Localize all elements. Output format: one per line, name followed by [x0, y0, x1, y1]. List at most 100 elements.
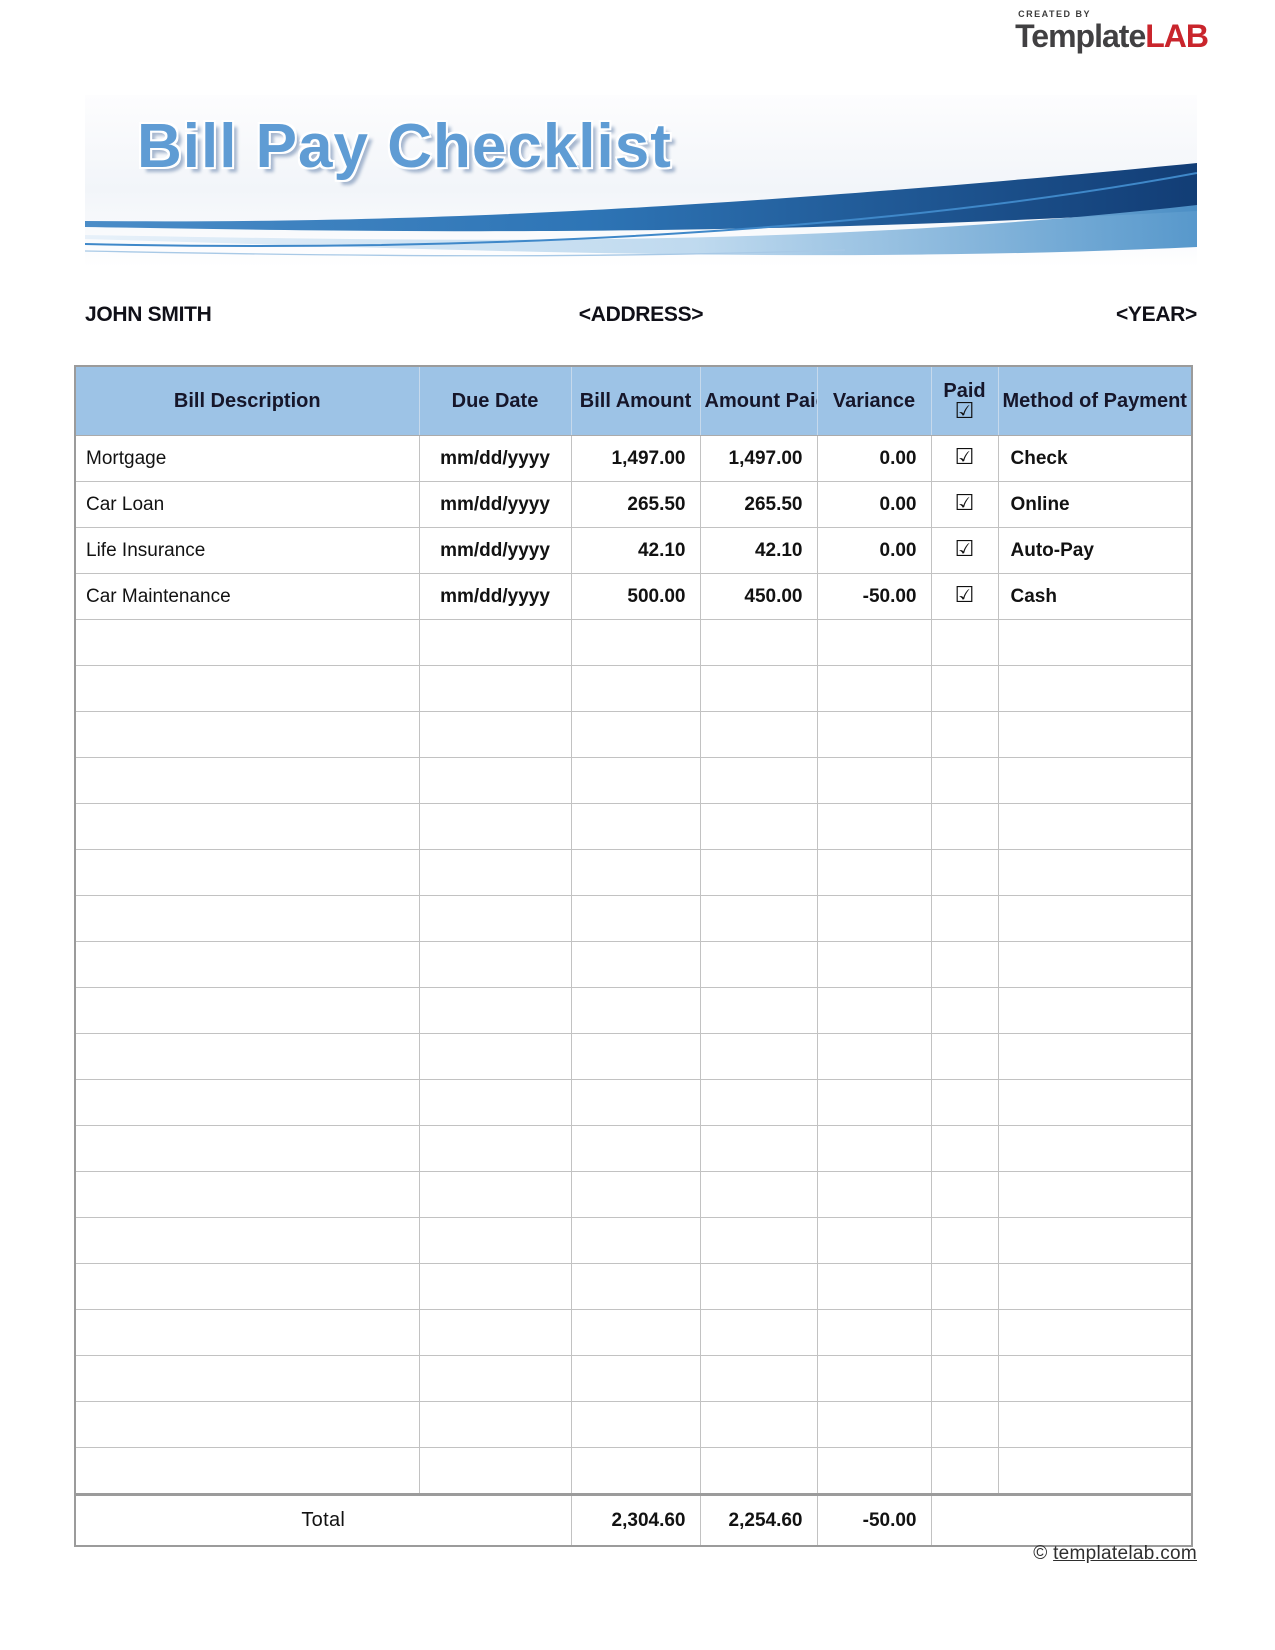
empty-table-row	[74, 849, 1193, 896]
due-date-cell	[418, 1401, 572, 1448]
due-date-cell	[418, 849, 572, 896]
method-of-payment-cell: Online	[997, 481, 1193, 528]
bill-amount-cell	[570, 619, 701, 666]
method-of-payment-cell	[997, 1355, 1193, 1402]
bill-amount-cell	[570, 1171, 701, 1218]
bill-amount-cell	[570, 803, 701, 850]
amount-paid-cell	[699, 1263, 818, 1310]
checkbox-checked-icon[interactable]: ☑	[954, 583, 975, 608]
method-of-payment-cell	[997, 987, 1193, 1034]
empty-table-row	[74, 1079, 1193, 1126]
bill-amount-cell	[570, 1263, 701, 1310]
variance-cell: 0.00	[816, 435, 932, 482]
variance-cell	[816, 1171, 932, 1218]
variance-cell	[816, 1355, 932, 1402]
bill-description-cell	[74, 941, 420, 988]
table-row: Car Maintenance mm/dd/yyyy 500.00 450.00…	[74, 573, 1193, 620]
templatelab-logo: CREATED BY TemplateLAB	[1015, 10, 1209, 54]
variance-cell	[816, 757, 932, 804]
info-row: JOHN SMITH <ADDRESS> <YEAR>	[85, 303, 1197, 327]
checkbox-checked-icon[interactable]: ☑	[954, 537, 975, 562]
empty-table-row	[74, 665, 1193, 712]
column-header-amount-paid: Amount Paid	[699, 365, 818, 436]
amount-paid-cell	[699, 665, 818, 712]
method-of-payment-cell	[997, 1309, 1193, 1356]
paid-cell	[930, 1079, 999, 1126]
due-date-cell	[418, 757, 572, 804]
column-header-variance: Variance	[816, 365, 932, 436]
bill-amount-cell	[570, 1125, 701, 1172]
total-label: Total	[74, 1493, 572, 1547]
paid-cell	[930, 1125, 999, 1172]
bill-description-cell	[74, 895, 420, 942]
empty-table-row	[74, 895, 1193, 942]
due-date-cell	[418, 1447, 572, 1495]
due-date-cell	[418, 1309, 572, 1356]
due-date-cell: mm/dd/yyyy	[418, 481, 572, 528]
variance-cell: 0.00	[816, 527, 932, 574]
checkbox-checked-icon[interactable]: ☑	[954, 491, 975, 516]
paid-cell: ☑	[930, 481, 999, 528]
bill-amount-cell	[570, 1079, 701, 1126]
empty-table-row	[74, 1355, 1193, 1402]
variance-cell	[816, 987, 932, 1034]
templatelab-link[interactable]: templatelab.com	[1053, 1543, 1197, 1564]
amount-paid-cell	[699, 987, 818, 1034]
due-date-cell	[418, 1033, 572, 1080]
due-date-cell	[418, 1125, 572, 1172]
paid-cell	[930, 665, 999, 712]
amount-paid-cell	[699, 757, 818, 804]
year-placeholder: <YEAR>	[1115, 303, 1198, 326]
paid-cell	[930, 1171, 999, 1218]
checkbox-checked-icon[interactable]: ☑	[954, 445, 975, 470]
bill-amount-cell	[570, 895, 701, 942]
empty-table-row	[74, 1447, 1193, 1495]
bill-amount-cell	[570, 757, 701, 804]
paid-cell	[930, 1355, 999, 1402]
logo-brand-template: Template	[1015, 18, 1146, 54]
bill-description-cell	[74, 1355, 420, 1402]
bill-amount-cell	[570, 1033, 701, 1080]
paid-cell	[930, 1309, 999, 1356]
variance-cell	[816, 1033, 932, 1080]
method-of-payment-cell	[997, 1125, 1193, 1172]
bill-pay-table: Bill Description Due Date Bill Amount Am…	[74, 365, 1193, 1547]
due-date-cell	[418, 665, 572, 712]
empty-table-row	[74, 711, 1193, 758]
title-band: Bill Pay Checklist	[85, 95, 1197, 267]
paid-cell	[930, 803, 999, 850]
logo-brand: TemplateLAB	[1015, 18, 1209, 54]
bill-description-cell	[74, 1263, 420, 1310]
bill-description-cell	[74, 757, 420, 804]
column-header-bill-description: Bill Description	[74, 365, 420, 436]
variance-cell	[816, 803, 932, 850]
variance-cell	[816, 1125, 932, 1172]
amount-paid-cell	[699, 711, 818, 758]
bill-amount-cell	[570, 665, 701, 712]
paid-cell: ☑	[930, 527, 999, 574]
empty-table-row	[74, 619, 1193, 666]
bill-amount-cell	[570, 1309, 701, 1356]
table-row: Life Insurance mm/dd/yyyy 42.10 42.10 0.…	[74, 527, 1193, 574]
amount-paid-cell	[699, 1079, 818, 1126]
amount-paid-cell	[699, 895, 818, 942]
bill-amount-cell	[570, 1355, 701, 1402]
variance-cell	[816, 849, 932, 896]
method-of-payment-cell	[997, 941, 1193, 988]
empty-table-row	[74, 803, 1193, 850]
variance-cell	[816, 1079, 932, 1126]
amount-paid-cell: 1,497.00	[699, 435, 818, 482]
variance-cell	[816, 941, 932, 988]
method-of-payment-cell	[997, 665, 1193, 712]
column-header-bill-amount: Bill Amount	[570, 365, 701, 436]
method-of-payment-cell	[997, 895, 1193, 942]
bill-description-cell: Car Loan	[74, 481, 420, 528]
amount-paid-cell	[699, 619, 818, 666]
bill-description-cell	[74, 1217, 420, 1264]
paid-cell	[930, 1217, 999, 1264]
bill-description-cell	[74, 711, 420, 758]
variance-cell	[816, 1217, 932, 1264]
bill-description-cell	[74, 1447, 420, 1495]
amount-paid-cell: 450.00	[699, 573, 818, 620]
empty-table-row	[74, 757, 1193, 804]
